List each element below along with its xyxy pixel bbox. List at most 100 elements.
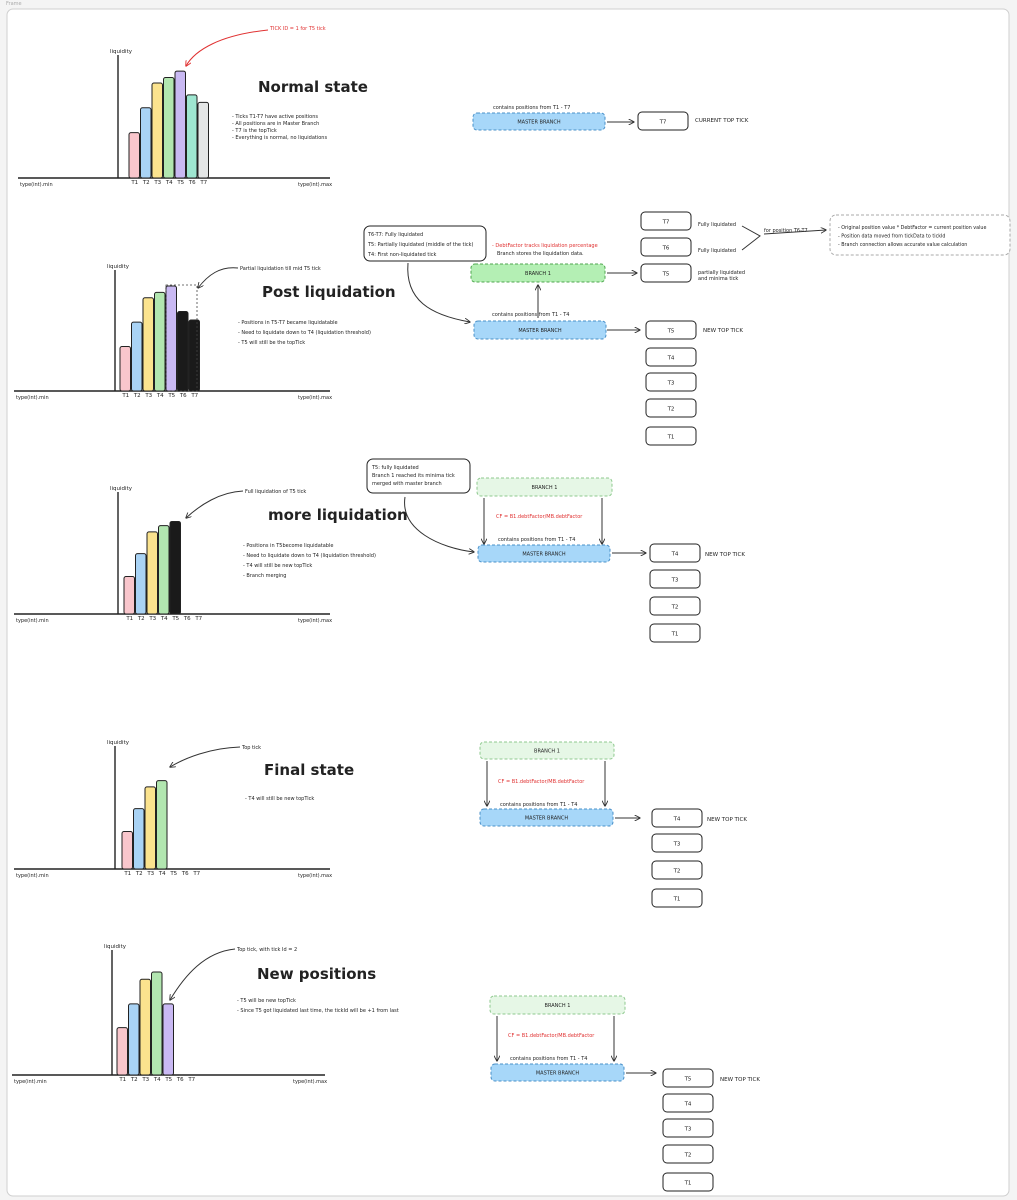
tick-label-t4: T4	[158, 871, 166, 877]
bar-t2	[128, 1003, 140, 1076]
tick-label-t5: T5	[171, 616, 179, 622]
axis-min-label: type(int).min	[14, 1079, 47, 1085]
section-4-bullet: - T4 will still be new topTick	[245, 796, 314, 802]
tick-label-t3: T3	[153, 180, 161, 186]
section-5-tick-box	[662, 1144, 714, 1164]
bar-t2	[135, 553, 147, 615]
section-1-tick-box-label: T7	[659, 120, 667, 126]
axis-max-label: type(int).max	[298, 873, 332, 879]
section-1-master-branch	[472, 112, 606, 131]
section-4-tick-box-label: T1	[673, 897, 681, 903]
section-2-tick-box-label: T4	[667, 356, 675, 362]
section-3-tick-box-label: T1	[671, 632, 679, 638]
frame-border	[6, 8, 1010, 1197]
section-2-tick-box-label: T2	[667, 407, 675, 413]
bar-t3	[144, 786, 156, 870]
tick-label-t1: T1	[130, 180, 138, 186]
tick-label-t3: T3	[144, 393, 152, 399]
section-4-tick-box	[651, 833, 703, 853]
section-2-master-caption: contains positions from T1 - T4	[492, 312, 569, 318]
section-5-tick-box	[662, 1172, 714, 1192]
section-3-tick-box-label: T3	[671, 578, 679, 584]
tick-label-t1: T1	[125, 616, 133, 622]
section-2-branch1	[470, 263, 606, 283]
section-3-tick-box-label: T2	[671, 605, 679, 611]
section-2-liquidated-overlay	[165, 284, 198, 392]
section-1-annotation: TICK ID = 1 for T5 tick	[269, 26, 326, 32]
bar-t1	[121, 831, 133, 870]
section-3-annotation: Full liquidation of T5 tick	[245, 489, 306, 495]
axis-min-label: type(int).min	[16, 395, 49, 401]
section-5-master-branch	[490, 1063, 625, 1082]
section-5-tick-box	[662, 1068, 714, 1088]
section-5-master-caption: contains positions from T1 - T4	[510, 1056, 587, 1062]
section-2-note-box	[363, 225, 487, 262]
bar-t3	[146, 531, 158, 615]
bar-t4	[163, 77, 175, 179]
section-2-branch-tick-box-label: T5	[662, 272, 670, 278]
axis-max-label: type(int).max	[298, 395, 332, 401]
bar-t5	[165, 285, 177, 392]
bar-t1	[119, 345, 131, 392]
section-2-bullet: - Need to liquidate down to T4 (liquidat…	[238, 330, 371, 336]
section-1-title: Normal state	[258, 78, 368, 96]
section-2-brace	[741, 225, 761, 251]
section-3-master-caption: contains positions from T1 - T4	[498, 537, 575, 543]
bar-t2	[133, 808, 145, 870]
section-2-branch-tick-box	[640, 211, 692, 231]
section-4-tick-box-label: T2	[673, 869, 681, 875]
section-3-master-branch-label: MASTER BRANCH	[522, 552, 566, 558]
section-3-tick-box-label: T4	[671, 552, 679, 558]
tick-label-t2: T2	[137, 616, 145, 622]
tick-label-t2: T2	[133, 393, 141, 399]
section-1-master-branch-label: MASTER BRANCH	[517, 120, 561, 126]
section-2-tick-box	[645, 398, 697, 418]
section-2-branch-tick-box-label: T6	[662, 246, 670, 252]
tick-label-t6: T6	[183, 616, 191, 622]
section-3-note-line: Branch 1 reached its minima tick	[372, 473, 455, 479]
section-5-tick-box-label: T4	[684, 1102, 692, 1108]
section-4-annotation-arrow	[170, 746, 241, 767]
section-5-master-branch-label: MASTER BRANCH	[536, 1071, 580, 1077]
section-5-tick-box-label: T3	[684, 1127, 692, 1133]
section-5-annotation-arrow	[170, 948, 236, 1000]
section-2-branch-tick-box	[640, 237, 692, 257]
section-2-debt-note2: Branch stores the liquidation data.	[497, 251, 584, 257]
section-5-cf-formula: CF = B1.debtFactor/MB.debtFactor	[508, 1033, 595, 1039]
bar-t4	[156, 780, 168, 870]
section-5-branch1-label: BRANCH 1	[545, 1003, 571, 1009]
tick-label-t6: T6	[181, 871, 189, 877]
section-2-branch-tick-status: Fully liquidated	[698, 248, 736, 254]
bar-t3	[139, 978, 151, 1076]
section-2-info-box	[829, 214, 1011, 256]
tick-label-t4: T4	[165, 180, 173, 186]
section-4-tick-box	[651, 860, 703, 880]
tick-label-t2: T2	[142, 180, 150, 186]
bar-t1	[123, 576, 135, 615]
section-1-annotation-arrow	[186, 29, 269, 66]
section-5-tick-box	[662, 1118, 714, 1138]
section-3-bullet: - Branch merging	[243, 573, 286, 579]
axis-max-label: type(int).max	[293, 1079, 327, 1085]
section-5-tick-box-label: T1	[684, 1181, 692, 1187]
section-2-bullet: - T5 will still be the topTick	[238, 340, 305, 346]
section-3-bullet: - Positions in T5become liquidatable	[243, 543, 333, 549]
section-3-note-line: merged with master branch	[372, 481, 442, 487]
section-1-bullet: - Everything is normal, no liquidations	[232, 135, 327, 141]
section-5-branch1	[489, 995, 626, 1015]
tick-label-t5: T5	[167, 393, 175, 399]
section-2-annotation: Partial liquidation till mid T5 tick	[240, 266, 321, 272]
axis-min-label: type(int).min	[20, 182, 53, 188]
section-2-bullet: - Positions in T5-T7 became liquidatable	[238, 320, 338, 326]
section-2-note-line: T5: Partially liquidated (middle of the …	[367, 242, 474, 248]
section-4-tick-box	[651, 888, 703, 908]
bar-t6	[177, 311, 189, 392]
section-2-debt-note: - DebtFactor tracks liquidation percenta…	[492, 243, 598, 249]
tick-label-t2: T2	[135, 871, 143, 877]
section-1-top-tick-label: CURRENT TOP TICK	[695, 118, 749, 124]
bar-t6	[186, 94, 198, 179]
section-2-for-position-arrow	[763, 230, 826, 235]
